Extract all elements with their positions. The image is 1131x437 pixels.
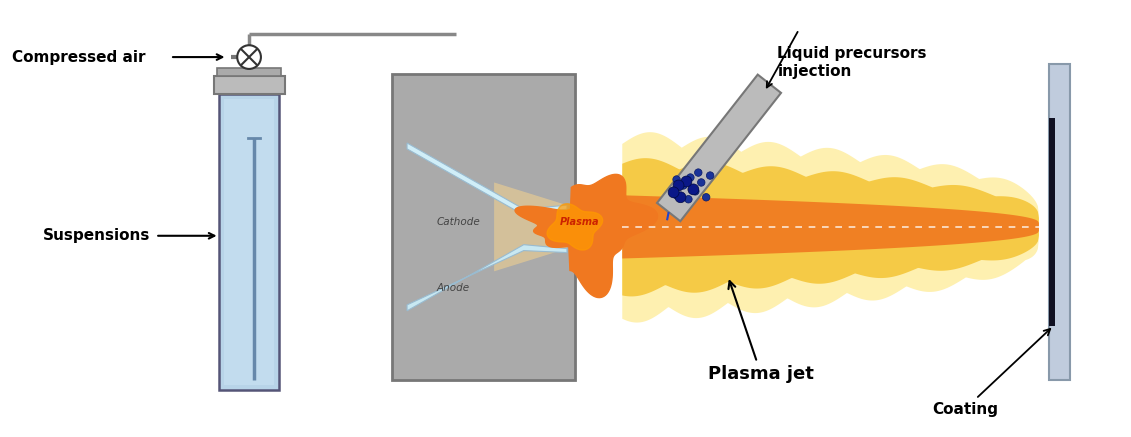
Polygon shape	[515, 174, 657, 298]
Polygon shape	[622, 158, 1039, 296]
Bar	[1048, 64, 1071, 380]
Text: Anode: Anode	[437, 283, 469, 293]
Circle shape	[238, 45, 261, 69]
Text: Coating: Coating	[932, 329, 1051, 416]
Bar	[1048, 118, 1055, 326]
Circle shape	[694, 169, 702, 177]
Polygon shape	[657, 75, 782, 221]
Text: Liquid precursors
injection: Liquid precursors injection	[777, 46, 926, 79]
Circle shape	[675, 192, 685, 203]
Polygon shape	[622, 132, 1039, 323]
Circle shape	[687, 174, 694, 181]
Circle shape	[688, 184, 699, 195]
FancyBboxPatch shape	[392, 74, 575, 380]
Circle shape	[698, 179, 705, 186]
Circle shape	[684, 195, 692, 203]
Text: Suspensions: Suspensions	[43, 228, 150, 243]
Circle shape	[673, 180, 684, 191]
Text: Compressed air: Compressed air	[12, 49, 146, 65]
Circle shape	[673, 191, 681, 199]
Text: Plasma: Plasma	[560, 217, 599, 227]
FancyBboxPatch shape	[219, 94, 278, 390]
Circle shape	[668, 187, 679, 198]
Text: Cathode: Cathode	[437, 217, 481, 227]
Polygon shape	[622, 195, 1039, 258]
Circle shape	[681, 176, 692, 187]
Polygon shape	[494, 183, 567, 271]
Bar	[217, 68, 280, 76]
Circle shape	[707, 172, 714, 179]
Circle shape	[702, 194, 710, 201]
Polygon shape	[547, 204, 603, 250]
Bar	[214, 76, 285, 94]
Text: Plasma jet: Plasma jet	[708, 281, 814, 383]
Circle shape	[691, 187, 699, 195]
FancyBboxPatch shape	[224, 99, 274, 385]
Polygon shape	[407, 245, 567, 311]
Circle shape	[673, 176, 681, 183]
Polygon shape	[407, 143, 567, 215]
Circle shape	[680, 182, 688, 189]
